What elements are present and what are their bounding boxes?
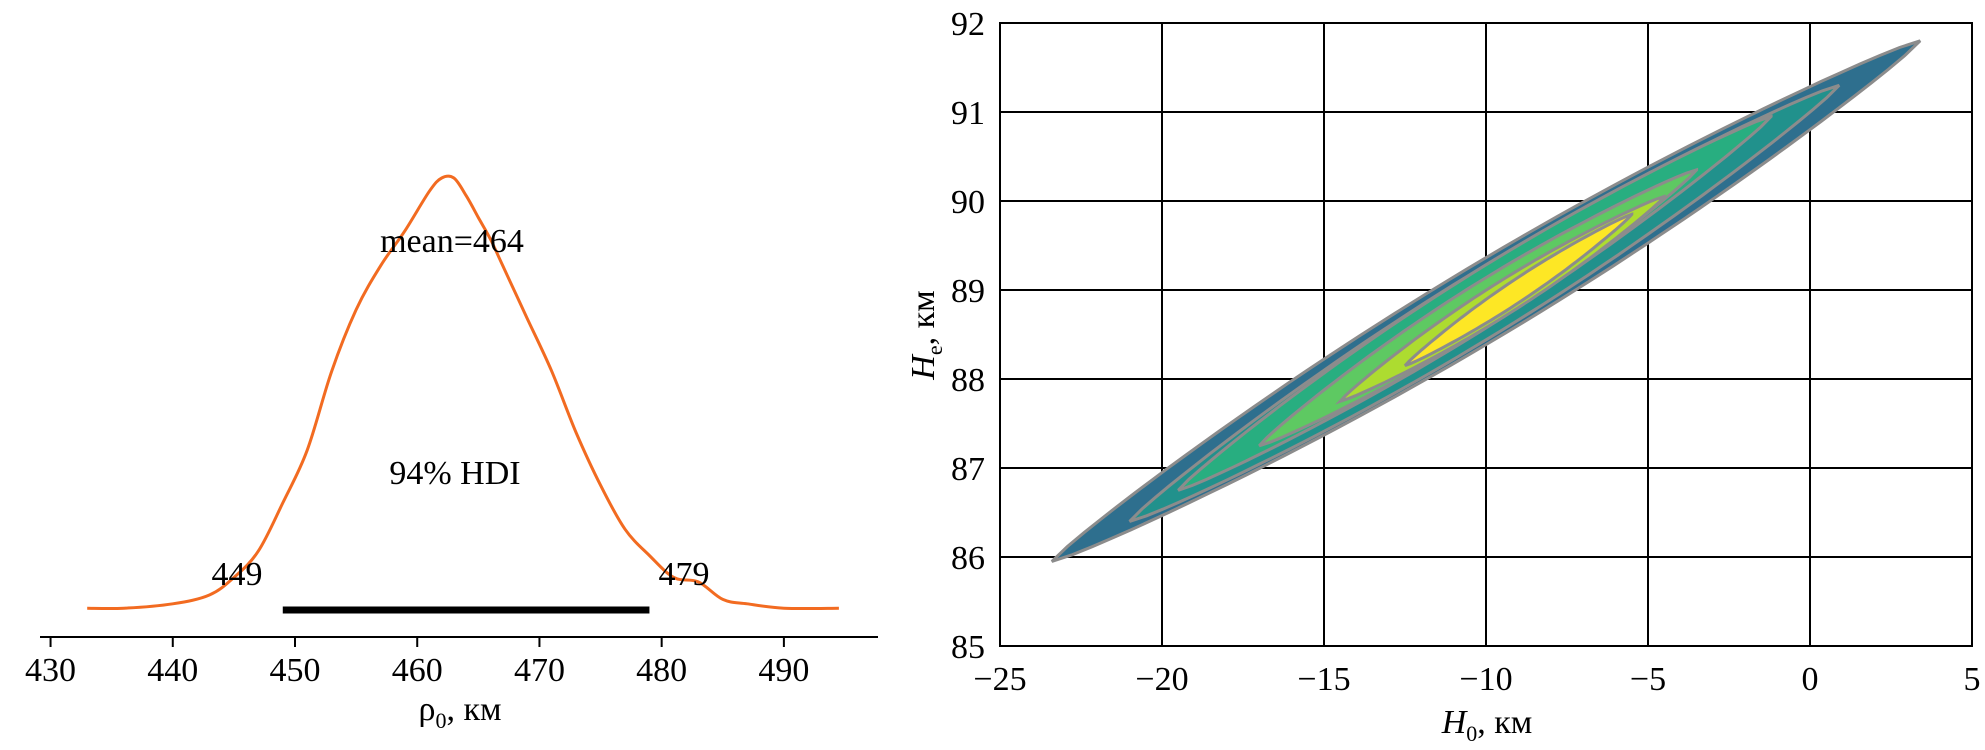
- contour-axis-ticks: −25 −20 −15 −10 −5 0 5 85 86 87 88 89 90 91 92: [951, 6, 1981, 698]
- density-panel: 430 440 450 460 470 480 490 mean=464 94% HDI 4…: [25, 174, 878, 733]
- contour-x-tick-label: 5: [1964, 661, 1981, 698]
- contour-x-tick-label: −25: [973, 661, 1026, 698]
- hdi-label: 94% HDI: [389, 455, 520, 492]
- contour-y-tick-label: 85: [951, 629, 985, 666]
- contour-x-tick-label: −15: [1297, 661, 1350, 698]
- contour-y-tick-label: 91: [951, 95, 985, 132]
- contour-y-axis-title: He, км: [905, 290, 947, 380]
- contour-x-tick-label: −10: [1459, 661, 1512, 698]
- contour-y-tick-label: 90: [951, 184, 985, 221]
- density-x-tick-label: 440: [147, 652, 198, 689]
- contour-y-tick-label: 92: [951, 6, 985, 43]
- contour-x-axis-title: H0, км: [1441, 704, 1533, 746]
- contour-plot-frame: [999, 22, 1973, 647]
- contour-x-tick-label: −20: [1135, 661, 1188, 698]
- hdi-low-label: 449: [212, 556, 263, 593]
- density-x-tick-label: 460: [392, 652, 443, 689]
- contour-x-tick-label: 0: [1802, 661, 1819, 698]
- density-x-tick-label: 450: [270, 652, 321, 689]
- density-x-tick-label: 490: [758, 652, 809, 689]
- contour-x-tick-label: −5: [1630, 661, 1666, 698]
- density-x-axis-title: ρ0, км: [418, 691, 501, 733]
- density-x-tick-label: 470: [514, 652, 565, 689]
- density-x-ticks: 430 440 450 460 470 480 490: [25, 637, 809, 689]
- density-curve: [87, 174, 839, 611]
- contour-y-tick-label: 86: [951, 540, 985, 577]
- contour-y-tick-label: 87: [951, 451, 985, 488]
- contour-level-6: [1403, 212, 1634, 368]
- contour-y-tick-label: 88: [951, 362, 985, 399]
- hdi-high-label: 479: [659, 556, 710, 593]
- contour-density-regions: [1050, 39, 1922, 563]
- density-x-tick-label: 430: [25, 652, 76, 689]
- mean-label: mean=464: [380, 223, 524, 260]
- contour-y-tick-label: 89: [951, 273, 985, 310]
- density-x-tick-label: 480: [636, 652, 687, 689]
